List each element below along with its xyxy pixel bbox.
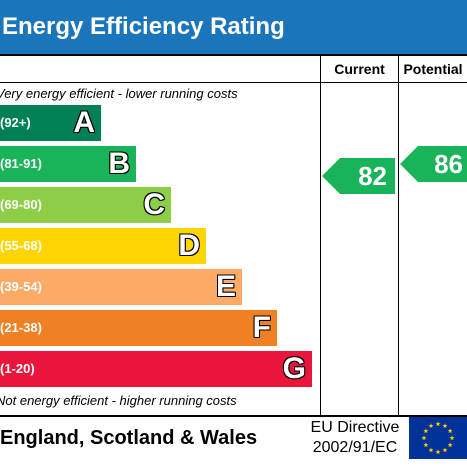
inefficient-note: Not energy efficient - higher running co…: [0, 393, 237, 408]
band-f: (21-38) F: [0, 310, 277, 346]
chart-title: Energy Efficiency Rating: [0, 0, 467, 54]
eu-star: [421, 435, 427, 441]
band-a-letter: A: [73, 106, 95, 139]
band-f-range: (21-38): [0, 320, 42, 335]
current-column-left-border: [320, 54, 321, 416]
current-column-header: Current: [334, 61, 385, 77]
band-a-range: (92+): [0, 115, 31, 130]
efficient-note: Very energy efficient - lower running co…: [0, 86, 238, 101]
eu-star: [449, 435, 455, 441]
eu-star: [435, 449, 441, 455]
band-e-range: (39-54): [0, 279, 42, 294]
eu-directive-line2: 2002/91/EC: [312, 439, 398, 456]
eu-star: [428, 447, 434, 453]
band-g-letter: G: [282, 352, 306, 385]
eu-star: [442, 423, 448, 428]
band-c-range: (69-80): [0, 197, 42, 212]
top-border: [0, 54, 467, 56]
potential-rating-arrow: 86: [400, 146, 467, 182]
eu-star: [428, 423, 434, 428]
column-header-divider: [0, 82, 467, 83]
eu-directive-line1: EU Directive: [310, 419, 400, 436]
current-rating-value: 82: [358, 161, 387, 191]
band-b-letter: B: [108, 147, 130, 180]
band-d: (55-68) D: [0, 228, 206, 264]
band-e-letter: E: [215, 270, 236, 303]
eu-star: [442, 447, 448, 453]
band-e: (39-54) E: [0, 269, 242, 305]
band-b-range: (81-91): [0, 156, 42, 171]
eu-flag-graphic: [409, 417, 467, 459]
potential-column-header: Potential: [403, 61, 463, 77]
band-d-letter: D: [178, 229, 200, 262]
eu-star: [423, 442, 429, 448]
band-b: (81-91) B: [0, 146, 136, 182]
band-c-letter: C: [143, 188, 165, 221]
current-arrow-shape: [322, 158, 395, 194]
eu-star: [435, 421, 441, 427]
band-f-letter: F: [252, 311, 271, 344]
potential-rating-value: 86: [434, 149, 463, 179]
eu-star: [447, 442, 453, 448]
country-label: England, Scotland & Wales: [0, 427, 258, 449]
band-g: (1-20) G: [0, 351, 312, 387]
current-rating-arrow: 82: [322, 158, 395, 194]
eu-flag-icon: [409, 417, 467, 459]
potential-arrow-shape: [400, 146, 467, 182]
potential-column-left-border: [398, 54, 399, 416]
eu-directive: EU Directive 2002/91/EC: [304, 418, 406, 458]
band-a: (92+) A: [0, 105, 101, 141]
eu-star: [447, 428, 453, 434]
band-c: (69-80) C: [0, 187, 171, 223]
band-d-range: (55-68): [0, 238, 42, 253]
eu-star: [423, 428, 429, 434]
band-g-range: (1-20): [0, 361, 35, 376]
footer-divider: [0, 415, 467, 417]
